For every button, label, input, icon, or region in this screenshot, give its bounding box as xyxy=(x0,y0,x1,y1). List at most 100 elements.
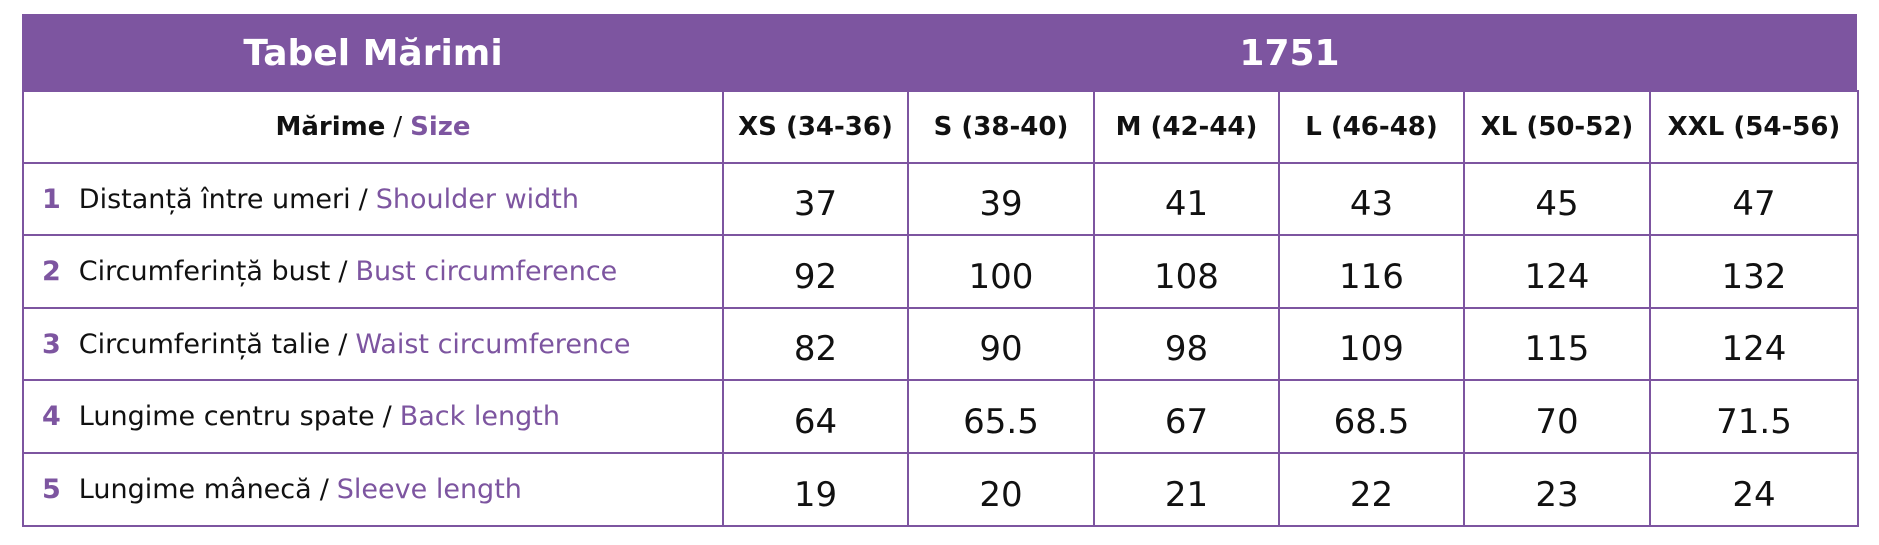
title-cell: Tabel Mărimi xyxy=(22,14,724,92)
size-header: XXL (54-56) xyxy=(1667,112,1841,142)
value-cell: 70 xyxy=(1463,379,1651,454)
value: 132 xyxy=(1721,256,1787,297)
value: 37 xyxy=(793,184,838,224)
value: 43 xyxy=(1349,184,1394,224)
value: 22 xyxy=(1349,474,1394,515)
value: 70 xyxy=(1535,401,1579,442)
value: 39 xyxy=(979,184,1023,224)
value: 19 xyxy=(793,474,838,515)
value-cell: 65.5 xyxy=(907,379,1095,454)
value-cell: 47 xyxy=(1649,162,1859,236)
value-cell: 23 xyxy=(1463,452,1651,527)
value: 68.5 xyxy=(1333,401,1410,442)
size-header-cell: L (46-48) xyxy=(1278,90,1465,164)
value: 71.5 xyxy=(1716,401,1792,442)
value-cell: 43 xyxy=(1278,162,1465,236)
size-header: L (46-48) xyxy=(1305,112,1438,142)
value: 20 xyxy=(979,474,1023,515)
value-cell: 24 xyxy=(1649,452,1859,527)
value-cell: 115 xyxy=(1463,307,1651,381)
size-header-cell: XS (34-36) xyxy=(722,90,909,164)
value-cell: 92 xyxy=(722,234,909,309)
value-cell: 116 xyxy=(1278,234,1465,309)
value-cell: 37 xyxy=(722,162,909,236)
value: 41 xyxy=(1164,184,1209,224)
row-label-cell: 5 Lungime mânecă / Sleeve length xyxy=(22,452,724,527)
code-cell: 1751 xyxy=(722,14,1857,92)
value: 124 xyxy=(1721,329,1787,369)
value: 47 xyxy=(1732,184,1776,224)
label-ro: Circumferință talie xyxy=(78,328,331,360)
value-cell: 22 xyxy=(1278,452,1465,527)
label-ro: Circumferință bust xyxy=(78,256,331,287)
value-cell: 64 xyxy=(722,379,909,454)
value-cell: 67 xyxy=(1093,379,1280,454)
label-ro: Lungime mânecă xyxy=(78,474,312,505)
value-cell: 132 xyxy=(1649,234,1859,309)
size-header: S (38-40) xyxy=(933,112,1069,142)
value: 124 xyxy=(1524,256,1590,297)
separator: / xyxy=(319,474,329,505)
value-cell: 90 xyxy=(907,307,1095,381)
row-label-cell: 4 Lungime centru spate / Back length xyxy=(22,379,724,454)
size-header-cell: XXL (54-56) xyxy=(1649,90,1859,164)
value-cell: 82 xyxy=(722,307,909,381)
value-cell: 108 xyxy=(1093,234,1280,309)
value: 24 xyxy=(1732,474,1776,515)
value: 82 xyxy=(793,329,838,369)
value: 98 xyxy=(1164,329,1209,369)
label-ro: Lungime centru spate xyxy=(78,401,375,432)
separator: / xyxy=(393,112,403,142)
value-cell: 124 xyxy=(1463,234,1651,309)
value: 109 xyxy=(1339,329,1404,369)
value: 45 xyxy=(1535,184,1579,224)
value-cell: 20 xyxy=(907,452,1095,527)
size-header-cell: XL (50-52) xyxy=(1463,90,1651,164)
value-cell: 109 xyxy=(1278,307,1465,381)
row-label-cell: 1 Distanță între umeri / Shoulder width xyxy=(22,162,724,236)
value: 116 xyxy=(1339,256,1404,297)
row-number: 3 xyxy=(42,328,61,360)
value-cell: 71.5 xyxy=(1649,379,1859,454)
size-label-cell: Mărime / Size xyxy=(22,90,724,164)
value-cell: 124 xyxy=(1649,307,1859,381)
value: 67 xyxy=(1164,401,1209,442)
row-label-cell: 2 Circumferință bust / Bust circumference xyxy=(22,234,724,309)
row-number: 4 xyxy=(42,401,61,432)
value-cell: 41 xyxy=(1093,162,1280,236)
product-code: 1751 xyxy=(1239,32,1340,74)
row-label-cell: 3 Circumferință talie / Waist circumference xyxy=(22,307,724,381)
value: 90 xyxy=(979,329,1023,369)
value: 100 xyxy=(968,256,1034,297)
value-cell: 100 xyxy=(907,234,1095,309)
size-header-cell: S (38-40) xyxy=(907,90,1095,164)
value: 64 xyxy=(793,401,838,442)
row-number: 2 xyxy=(42,256,61,287)
label-ro: Distanță între umeri xyxy=(78,183,351,215)
label-en: Size xyxy=(410,112,471,142)
label-en: Sleeve length xyxy=(336,474,522,505)
value: 108 xyxy=(1154,256,1219,297)
size-header: XS (34-36) xyxy=(738,112,893,142)
label-en: Bust circumference xyxy=(355,256,618,287)
size-header: M (42-44) xyxy=(1115,112,1258,142)
separator: / xyxy=(382,401,392,432)
value-cell: 45 xyxy=(1463,162,1651,236)
title: Tabel Mărimi xyxy=(243,32,503,74)
separator: / xyxy=(338,256,348,287)
label-en: Back length xyxy=(399,401,560,432)
size-header: XL (50-52) xyxy=(1480,112,1634,142)
row-number: 1 xyxy=(42,183,61,215)
separator: / xyxy=(338,328,348,360)
label-ro: Mărime xyxy=(275,112,386,142)
value-cell: 19 xyxy=(722,452,909,527)
value-cell: 68.5 xyxy=(1278,379,1465,454)
value-cell: 21 xyxy=(1093,452,1280,527)
separator: / xyxy=(358,183,368,215)
value: 21 xyxy=(1164,474,1209,515)
value: 23 xyxy=(1535,474,1579,515)
value-cell: 39 xyxy=(907,162,1095,236)
value: 65.5 xyxy=(963,401,1039,442)
value: 115 xyxy=(1524,329,1590,369)
